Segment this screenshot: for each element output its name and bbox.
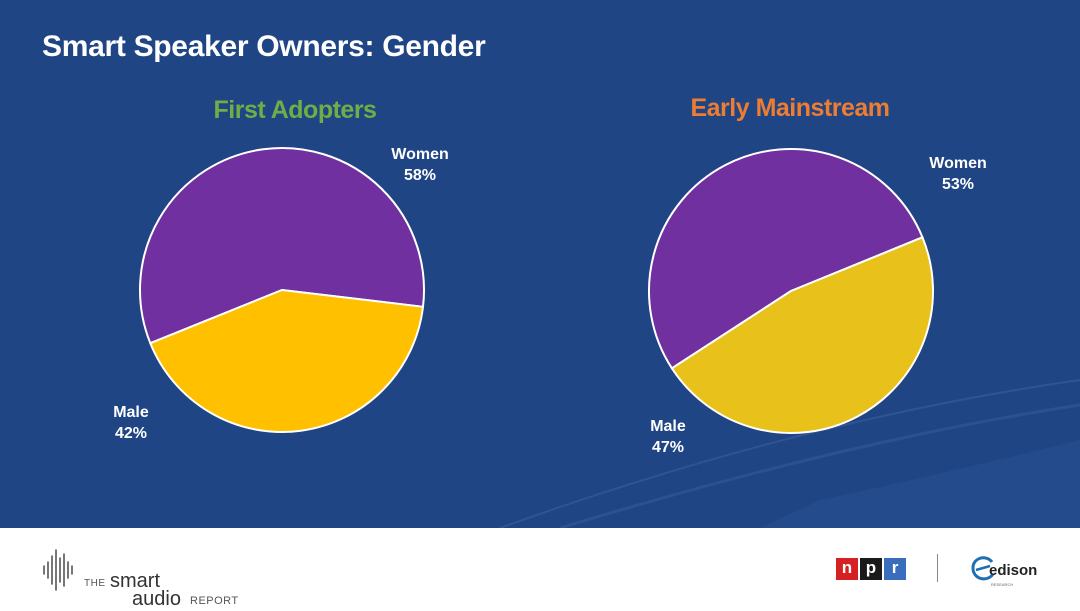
footer: THE smart audio REPORT n p r edison RESE… — [0, 528, 1080, 610]
logo-divider — [937, 554, 938, 582]
brand-report: REPORT — [190, 595, 239, 607]
pie-slice-male — [149, 288, 425, 433]
background-swoosh — [499, 379, 1080, 528]
pie-slice-male — [670, 236, 934, 434]
npr-letter-r: r — [884, 558, 906, 580]
slice-label-male-first-adopters: Male 42% — [113, 404, 149, 442]
pie-slice-women — [139, 147, 425, 345]
slide: Smart Speaker Owners: Gender First Adopt… — [0, 0, 1080, 528]
pie-chart-early-mainstream — [648, 148, 934, 434]
npr-letter-n: n — [836, 558, 858, 580]
npr-logo: n p r — [836, 558, 906, 580]
edison-sub: RESEARCH — [991, 582, 1014, 587]
chart-title-first-adopters: First Adopters — [213, 96, 377, 124]
page-title: Smart Speaker Owners: Gender — [42, 30, 486, 63]
chart-title-early-mainstream: Early Mainstream — [690, 94, 890, 122]
brand-smart: smart — [110, 570, 160, 592]
slice-label-women-first-adopters: Women 58% — [391, 146, 449, 184]
edison-swirl-icon — [971, 556, 995, 581]
brand-audio: audio — [132, 588, 181, 610]
brand-the: THE — [84, 578, 106, 589]
pie-chart-first-adopters — [139, 147, 425, 433]
sound-wave-icon — [43, 549, 73, 591]
slice-label-women-early-mainstream: Women 53% — [929, 155, 987, 193]
slice-label-male-early-mainstream: Male 47% — [650, 418, 686, 456]
edison-name: edison — [989, 562, 1038, 579]
npr-letter-p: p — [860, 558, 882, 580]
pie-slice-women — [648, 148, 924, 370]
